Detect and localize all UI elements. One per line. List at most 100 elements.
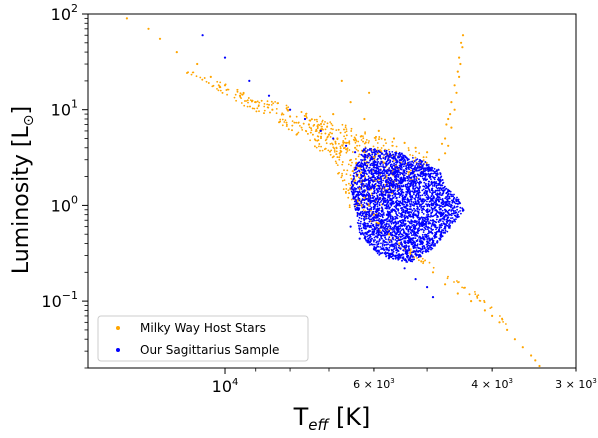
cluster-point <box>374 139 377 142</box>
cluster-point <box>427 235 430 237</box>
cluster-point <box>363 185 366 187</box>
cluster-point <box>410 172 412 175</box>
cluster-point <box>356 215 359 218</box>
cluster-point <box>448 189 451 192</box>
cluster-point <box>421 209 423 212</box>
cluster-point <box>440 223 443 225</box>
cluster-point <box>399 200 402 203</box>
cluster-point <box>377 198 380 201</box>
cluster-point <box>359 135 362 138</box>
cluster-point <box>356 167 359 169</box>
cluster-point <box>364 155 367 158</box>
cluster-point <box>383 149 386 152</box>
cluster-point <box>413 193 415 196</box>
cluster-point <box>370 201 373 203</box>
cluster-point <box>365 139 368 141</box>
cluster-point <box>317 139 320 142</box>
cluster-point <box>384 158 387 161</box>
cluster-point <box>401 156 403 158</box>
cluster-point <box>371 179 373 182</box>
cluster-point <box>382 225 384 228</box>
cluster-point <box>375 165 378 167</box>
cluster-point <box>416 181 419 184</box>
cluster-point <box>408 174 410 177</box>
data-point <box>426 151 429 154</box>
cluster-point <box>354 179 357 182</box>
cluster-point <box>421 205 423 208</box>
cluster-point <box>358 191 361 193</box>
data-point <box>513 338 517 341</box>
y-tick-label: 10−1 <box>41 289 78 311</box>
cluster-point <box>358 169 360 172</box>
cluster-point <box>344 124 347 127</box>
cluster-point <box>444 197 447 200</box>
cluster-point <box>377 243 379 246</box>
cluster-point <box>372 239 375 242</box>
cluster-point <box>395 169 398 172</box>
cluster-point <box>320 145 322 148</box>
cluster-point <box>406 176 409 179</box>
cluster-point <box>366 164 369 167</box>
cluster-point <box>435 202 437 205</box>
cluster-point <box>419 254 421 256</box>
cluster-point <box>236 90 239 93</box>
cluster-point <box>456 280 458 282</box>
cluster-point <box>398 159 401 161</box>
cluster-point <box>403 223 406 225</box>
cluster-point <box>385 142 387 145</box>
cluster-point <box>444 226 447 228</box>
cluster-point <box>436 172 439 175</box>
cluster-point <box>401 199 404 202</box>
cluster-point <box>360 202 363 205</box>
cluster-point <box>372 225 375 228</box>
y-axis-label-close: ] <box>9 106 34 115</box>
cluster-point <box>256 107 259 110</box>
cluster-point <box>425 164 428 167</box>
cluster-point <box>447 209 450 212</box>
data-point <box>349 101 352 104</box>
cluster-point <box>319 149 321 152</box>
cluster-point <box>415 168 417 171</box>
cluster-point <box>423 205 426 208</box>
cluster-point <box>390 203 393 206</box>
cluster-point <box>340 150 343 153</box>
data-point <box>398 184 401 187</box>
cluster-point <box>448 220 450 222</box>
cluster-point <box>338 142 340 145</box>
cluster-point <box>291 120 294 122</box>
cluster-point <box>344 137 347 140</box>
cluster-point <box>425 193 428 196</box>
cluster-point <box>373 166 376 169</box>
cluster-point <box>424 233 426 236</box>
cluster-point <box>398 204 401 207</box>
cluster-point <box>385 230 388 233</box>
cluster-point <box>249 105 251 108</box>
cluster-point <box>381 234 384 237</box>
cluster-point <box>427 210 429 213</box>
cluster-point <box>379 154 381 157</box>
cluster-point <box>381 170 384 173</box>
cluster-point <box>407 220 409 223</box>
cluster-point <box>413 170 416 173</box>
cluster-point <box>378 203 381 206</box>
cluster-point <box>438 237 440 240</box>
cluster-point <box>421 167 424 170</box>
cluster-point <box>390 191 393 194</box>
cluster-point <box>379 196 381 199</box>
cluster-point <box>364 141 367 144</box>
cluster-point <box>370 150 373 152</box>
cluster-point <box>446 222 449 224</box>
cluster-point <box>424 187 427 190</box>
cluster-point <box>346 169 349 172</box>
cluster-point <box>429 245 431 248</box>
cluster-point <box>477 294 480 296</box>
cluster-point <box>330 149 333 152</box>
cluster-point <box>395 175 398 178</box>
cluster-point <box>434 170 436 173</box>
cluster-point <box>428 240 431 242</box>
cluster-point <box>285 121 288 124</box>
cluster-point <box>377 200 380 203</box>
cluster-point <box>408 233 410 235</box>
cluster-point <box>411 154 414 157</box>
cluster-point <box>382 179 384 182</box>
